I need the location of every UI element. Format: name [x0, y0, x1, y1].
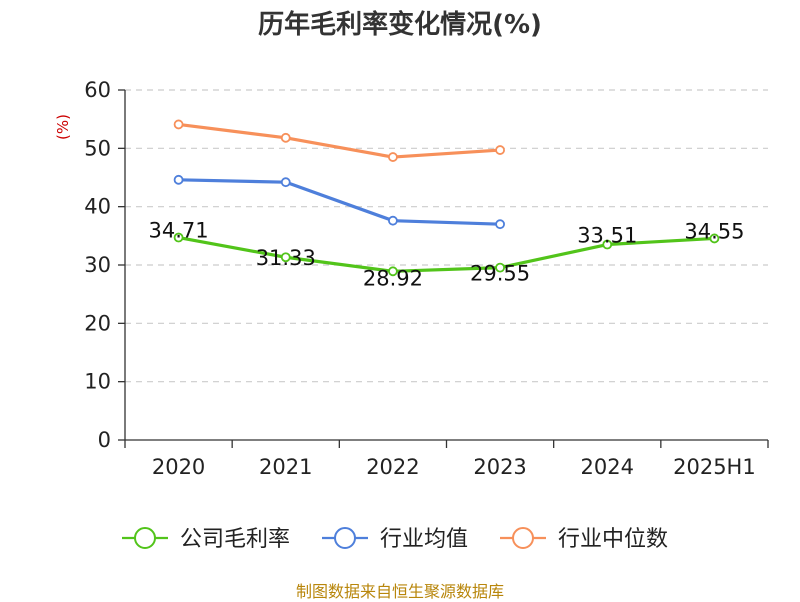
data-label: 34.55	[684, 219, 744, 243]
legend-marker	[512, 527, 534, 549]
x-tick-label: 2022	[366, 455, 419, 479]
x-tick-label: 2023	[473, 455, 526, 479]
data-label: 33.51	[577, 224, 637, 248]
legend-label: 行业中位数	[558, 527, 668, 552]
series-line-0	[176, 235, 717, 273]
data-point	[280, 177, 291, 188]
data-point	[709, 233, 720, 244]
data-point	[173, 232, 184, 243]
data-label: 34.71	[149, 219, 209, 243]
data-point	[388, 152, 398, 162]
y-tick-label: 30	[84, 253, 111, 277]
data-label: 31.33	[256, 246, 316, 270]
source-note: 制图数据来自恒生聚源数据库	[295, 582, 504, 601]
data-label: 28.92	[363, 266, 423, 290]
data-point	[388, 215, 398, 226]
data-labels: 34.71 31.33 28.92 29.55 33.51 34.55	[149, 219, 745, 291]
series-group	[173, 119, 720, 277]
x-tick-label: 2020	[152, 455, 205, 479]
legend: 公司毛利率 行业均值 行业中位数	[122, 527, 668, 552]
legend-marker	[334, 527, 356, 549]
axes	[118, 89, 769, 448]
y-tick-label: 20	[84, 311, 111, 335]
y-tick-label: 60	[84, 78, 111, 102]
legend-marker	[134, 527, 156, 549]
y-tick-label: 40	[84, 195, 111, 219]
legend-label: 行业均值	[380, 527, 468, 552]
data-point	[495, 145, 505, 155]
data-point	[173, 174, 184, 185]
data-point	[495, 219, 505, 230]
x-tick-label: 2021	[259, 455, 312, 479]
data-point	[280, 252, 291, 263]
y-axis-unit: (%)	[54, 114, 72, 140]
grid-lines	[125, 89, 768, 383]
data-label: 29.55	[470, 262, 530, 286]
tick-labels: 0 10 20 30 40 50 60 2020 2021 2022 2023 2024 2025H1 (…	[54, 78, 756, 479]
y-tick-label: 50	[84, 136, 111, 160]
data-point	[280, 132, 291, 143]
data-point	[388, 266, 398, 277]
data-point	[602, 239, 613, 250]
y-tick-label: 10	[84, 370, 111, 394]
data-point	[495, 262, 505, 273]
series-line-1	[176, 178, 502, 226]
data-point	[173, 119, 184, 130]
x-tick-label: 2025H1	[673, 455, 756, 479]
series-line-2	[176, 122, 502, 159]
y-tick-label: 0	[98, 428, 111, 452]
x-tick-label: 2024	[581, 455, 634, 479]
legend-label: 公司毛利率	[180, 527, 290, 552]
chart-title: 历年毛利率变化情况(%)	[258, 10, 542, 40]
